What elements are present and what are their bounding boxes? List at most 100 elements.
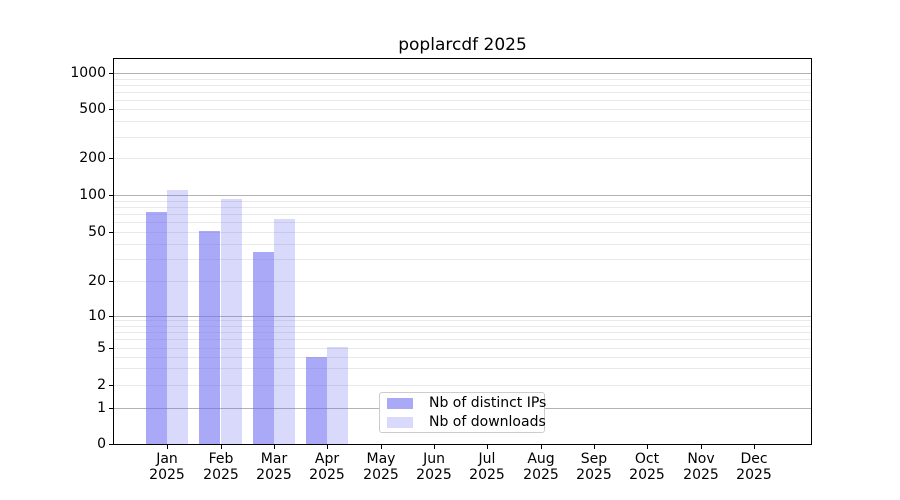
major-gridline xyxy=(114,316,811,317)
x-tick-label: Oct 2025 xyxy=(616,451,678,483)
x-tick-year: 2025 xyxy=(203,467,239,483)
x-tick-mark xyxy=(434,445,435,449)
minor-gridline xyxy=(114,326,811,327)
bar-apr-distinct-ips xyxy=(306,357,327,444)
x-tick-month: Aug xyxy=(527,451,555,467)
legend-swatch-distinct-ips xyxy=(387,397,413,409)
x-tick-month: Jun xyxy=(423,451,445,467)
x-tick-label: Jan 2025 xyxy=(136,451,198,483)
minor-gridline xyxy=(114,332,811,333)
x-tick-label: Jul 2025 xyxy=(456,451,518,483)
y-tick-label: 5 xyxy=(97,340,106,356)
y-tick-mark xyxy=(109,316,113,317)
minor-gridline xyxy=(114,357,811,358)
y-tick-label: 2 xyxy=(97,377,106,393)
x-tick-label: Nov 2025 xyxy=(670,451,732,483)
bar-jan-downloads xyxy=(167,190,188,444)
y-tick-label: 500 xyxy=(79,101,106,117)
x-tick-label: Apr 2025 xyxy=(296,451,358,483)
bar-jan-distinct-ips xyxy=(146,212,167,444)
bar-feb-distinct-ips xyxy=(199,231,220,444)
minor-gridline xyxy=(114,92,811,93)
minor-gridline xyxy=(114,100,811,101)
x-tick-mark xyxy=(274,445,275,449)
x-tick-year: 2025 xyxy=(736,467,772,483)
major-gridline xyxy=(114,73,811,74)
x-tick-mark xyxy=(594,445,595,449)
x-tick-month: Jan xyxy=(156,451,178,467)
minor-gridline xyxy=(114,137,811,138)
x-tick-month: Sep xyxy=(580,451,608,467)
y-tick-label: 100 xyxy=(79,187,106,203)
x-tick-year: 2025 xyxy=(629,467,665,483)
y-tick-label: 50 xyxy=(88,224,106,240)
legend: Nb of distinct IPs Nb of downloads xyxy=(379,392,546,433)
x-tick-year: 2025 xyxy=(256,467,292,483)
x-tick-year: 2025 xyxy=(576,467,612,483)
x-tick-month: Apr xyxy=(314,451,340,467)
x-tick-month: Dec xyxy=(740,451,768,467)
x-tick-label: Mar 2025 xyxy=(243,451,305,483)
y-tick-mark xyxy=(109,195,113,196)
bar-apr-downloads xyxy=(327,347,348,444)
y-tick-mark xyxy=(109,109,113,110)
y-tick-mark xyxy=(109,408,113,409)
y-tick-label: 1000 xyxy=(70,65,106,81)
y-tick-mark xyxy=(109,348,113,349)
chart-title: poplarcdf 2025 xyxy=(398,35,527,55)
x-tick-mark xyxy=(754,445,755,449)
y-tick-mark xyxy=(109,73,113,74)
y-tick-label: 20 xyxy=(88,273,106,289)
x-tick-label: Feb 2025 xyxy=(190,451,252,483)
minor-gridline xyxy=(114,368,811,369)
minor-gridline xyxy=(114,158,811,159)
minor-gridline xyxy=(114,79,811,80)
legend-item-downloads: Nb of downloads xyxy=(380,414,546,430)
minor-gridline xyxy=(114,85,811,86)
x-tick-label: Dec 2025 xyxy=(723,451,785,483)
y-tick-mark xyxy=(109,444,113,445)
x-tick-year: 2025 xyxy=(149,467,185,483)
minor-gridline xyxy=(114,348,811,349)
major-gridline xyxy=(114,195,811,196)
x-tick-month: Jul xyxy=(478,451,496,467)
minor-gridline xyxy=(114,320,811,321)
y-tick-label: 200 xyxy=(79,150,106,166)
y-tick-mark xyxy=(109,158,113,159)
x-tick-mark xyxy=(381,445,382,449)
x-tick-year: 2025 xyxy=(523,467,559,483)
x-tick-label: Sep 2025 xyxy=(563,451,625,483)
x-tick-year: 2025 xyxy=(469,467,505,483)
minor-gridline xyxy=(114,259,811,260)
minor-gridline xyxy=(114,109,811,110)
legend-label-downloads: Nb of downloads xyxy=(429,414,546,430)
x-tick-mark xyxy=(487,445,488,449)
bar-mar-downloads xyxy=(274,219,295,444)
minor-gridline xyxy=(114,385,811,386)
x-tick-month: May xyxy=(366,451,396,467)
minor-gridline xyxy=(114,281,811,282)
x-tick-year: 2025 xyxy=(309,467,345,483)
x-tick-month: Mar xyxy=(260,451,288,467)
x-tick-mark xyxy=(647,445,648,449)
y-tick-mark xyxy=(109,281,113,282)
x-tick-month: Feb xyxy=(208,451,234,467)
minor-gridline xyxy=(114,339,811,340)
x-tick-label: May 2025 xyxy=(350,451,412,483)
minor-gridline xyxy=(114,214,811,215)
legend-swatch-downloads xyxy=(387,416,413,428)
x-tick-label: Aug 2025 xyxy=(510,451,572,483)
minor-gridline xyxy=(114,244,811,245)
legend-item-distinct-ips: Nb of distinct IPs xyxy=(380,395,546,411)
x-tick-month: Nov xyxy=(687,451,715,467)
x-tick-month: Oct xyxy=(634,451,660,467)
y-tick-label: 1 xyxy=(97,400,106,416)
plot-area xyxy=(113,58,812,445)
bar-feb-downloads xyxy=(221,199,242,444)
x-tick-mark xyxy=(167,445,168,449)
x-tick-year: 2025 xyxy=(416,467,452,483)
x-tick-mark xyxy=(221,445,222,449)
x-tick-mark xyxy=(541,445,542,449)
minor-gridline xyxy=(114,201,811,202)
